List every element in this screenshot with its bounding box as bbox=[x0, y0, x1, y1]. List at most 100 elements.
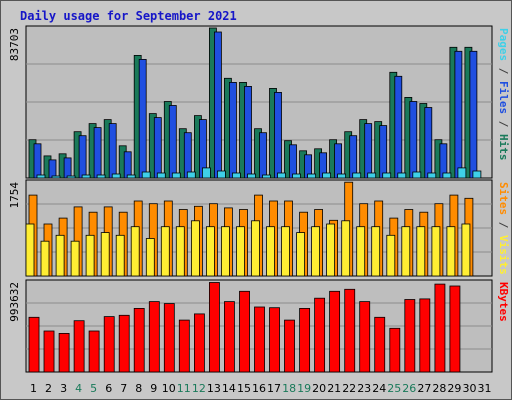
bar-sites-day-9 bbox=[145, 238, 155, 277]
bar-sites-day-21 bbox=[326, 223, 336, 277]
bar-kbytes-day-18 bbox=[284, 319, 295, 373]
bar-kbytes-day-8 bbox=[133, 307, 145, 373]
bar-files-day-11 bbox=[183, 132, 192, 179]
bar-kbytes-day-11 bbox=[178, 319, 190, 373]
axis-label-part: Hits bbox=[497, 134, 510, 161]
bar-files-day-21 bbox=[334, 143, 343, 179]
bar-sites-day-10 bbox=[160, 226, 170, 277]
bar-files-day-23 bbox=[364, 123, 373, 179]
x-tick-day-19: 19 bbox=[297, 382, 311, 395]
bar-sites-day-20 bbox=[311, 226, 321, 277]
ymax-label-kbytes: 993632 bbox=[8, 282, 21, 322]
bar-kbytes-day-5 bbox=[88, 330, 100, 373]
bar-kbytes-day-21 bbox=[329, 290, 341, 373]
x-tick-day-25: 25 bbox=[387, 382, 401, 395]
bar-sites-day-27 bbox=[416, 226, 426, 277]
bar-kbytes-day-27 bbox=[419, 298, 431, 373]
x-tick-day-29: 29 bbox=[447, 382, 461, 395]
bar-kbytes-day-29 bbox=[449, 285, 461, 373]
bar-files-day-13 bbox=[213, 31, 222, 179]
bar-files-day-18 bbox=[289, 144, 297, 179]
bar-pages-day-5 bbox=[96, 174, 106, 179]
bar-kbytes-day-20 bbox=[314, 297, 326, 373]
bar-sites-day-5 bbox=[85, 234, 95, 277]
axis-label-part: / bbox=[497, 61, 510, 81]
bar-pages-day-10 bbox=[171, 172, 181, 179]
bar-kbytes-day-19 bbox=[299, 307, 311, 373]
bar-pages-day-18 bbox=[292, 173, 301, 179]
axis-label-part: / bbox=[497, 215, 510, 235]
bar-files-day-17 bbox=[274, 92, 282, 179]
bar-sites-day-29 bbox=[446, 226, 456, 277]
bar-kbytes-day-3 bbox=[58, 332, 70, 373]
bar-pages-day-17 bbox=[277, 172, 286, 179]
axis-label-kbytes: KBytes bbox=[497, 282, 510, 322]
bar-files-day-2 bbox=[48, 159, 57, 179]
bar-files-day-9 bbox=[153, 117, 162, 179]
bar-kbytes-day-1 bbox=[28, 316, 40, 373]
bar-pages-day-13 bbox=[216, 170, 226, 179]
bar-pages-day-22 bbox=[352, 172, 362, 179]
axis-label-part: Files bbox=[497, 81, 510, 114]
bar-pages-day-29 bbox=[457, 167, 467, 179]
bar-pages-day-28 bbox=[442, 172, 452, 179]
x-tick-day-1: 1 bbox=[30, 382, 37, 395]
bar-pages-day-11 bbox=[186, 171, 196, 179]
bar-files-day-14 bbox=[228, 82, 237, 179]
bar-kbytes-day-9 bbox=[148, 301, 160, 373]
bar-kbytes-day-13 bbox=[208, 282, 220, 373]
x-tick-day-11: 11 bbox=[177, 382, 191, 395]
bar-sites-day-22 bbox=[341, 220, 351, 277]
bar-kbytes-day-23 bbox=[359, 301, 371, 373]
bar-sites-day-26 bbox=[401, 226, 411, 277]
x-tick-day-22: 22 bbox=[342, 382, 356, 395]
bar-pages-day-12 bbox=[201, 167, 211, 179]
bar-pages-day-15 bbox=[247, 173, 256, 179]
bar-sites-day-4 bbox=[70, 240, 80, 277]
ymax-label-visits-sites: 1754 bbox=[8, 182, 21, 209]
bar-files-day-27 bbox=[424, 107, 433, 179]
x-tick-day-10: 10 bbox=[162, 382, 176, 395]
bar-kbytes-day-7 bbox=[118, 314, 130, 373]
bar-kbytes-day-28 bbox=[434, 283, 446, 373]
axis-label-part: / bbox=[497, 114, 510, 134]
bar-kbytes-day-24 bbox=[374, 316, 386, 373]
bar-sites-day-23 bbox=[356, 226, 366, 277]
x-tick-day-31: 31 bbox=[478, 382, 492, 395]
bar-files-day-22 bbox=[349, 135, 358, 179]
x-tick-day-9: 9 bbox=[150, 382, 157, 395]
bar-sites-day-8 bbox=[130, 226, 140, 277]
bar-sites-day-7 bbox=[115, 234, 125, 277]
axis-label-visits-sites: Sites / Visits bbox=[497, 182, 510, 275]
bar-pages-day-6 bbox=[111, 173, 121, 179]
x-tick-day-13: 13 bbox=[207, 382, 221, 395]
x-tick-day-8: 8 bbox=[135, 382, 142, 395]
ymax-label-hits-files-pages: 83703 bbox=[8, 28, 21, 61]
bar-pages-day-2 bbox=[51, 175, 61, 179]
x-tick-day-28: 28 bbox=[432, 382, 446, 395]
bar-sites-day-6 bbox=[100, 232, 110, 277]
bar-pages-day-24 bbox=[382, 172, 392, 179]
bar-sites-day-13 bbox=[205, 226, 215, 277]
bar-files-day-24 bbox=[379, 125, 388, 179]
axis-label-hits-files-pages: Pages / Files / Hits bbox=[497, 28, 510, 161]
bar-files-day-6 bbox=[108, 123, 117, 179]
bar-pages-day-30 bbox=[472, 170, 482, 179]
bar-files-day-26 bbox=[409, 101, 418, 179]
bar-pages-day-23 bbox=[367, 172, 377, 179]
x-tick-day-26: 26 bbox=[402, 382, 416, 395]
bar-sites-day-16 bbox=[251, 220, 260, 277]
bar-kbytes-day-17 bbox=[269, 307, 280, 373]
bar-kbytes-day-15 bbox=[239, 290, 250, 373]
x-tick-day-5: 5 bbox=[90, 382, 97, 395]
bar-sites-day-2 bbox=[40, 240, 50, 277]
bar-files-day-25 bbox=[394, 75, 403, 179]
bar-files-day-30 bbox=[469, 50, 478, 179]
bar-files-day-4 bbox=[78, 135, 87, 179]
bar-kbytes-day-25 bbox=[389, 327, 401, 373]
bar-pages-day-19 bbox=[307, 173, 317, 179]
x-tick-day-24: 24 bbox=[372, 382, 386, 395]
bar-kbytes-day-14 bbox=[223, 301, 235, 373]
bar-pages-day-21 bbox=[337, 173, 347, 179]
bar-kbytes-day-2 bbox=[43, 330, 55, 373]
